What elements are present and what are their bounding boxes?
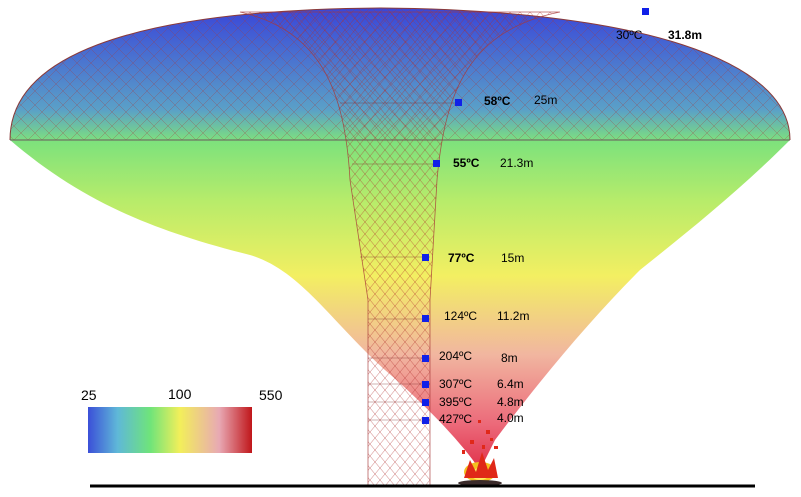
dome-outline bbox=[9, 7, 791, 141]
column-rings bbox=[340, 102, 456, 421]
temp-label: 395ºC bbox=[439, 395, 472, 409]
height-label: 4.0m bbox=[497, 411, 524, 425]
measurement-8: 427ºC 4.0m bbox=[422, 411, 524, 426]
height-label: 15m bbox=[501, 251, 524, 265]
measurement-4: 124ºC 11.2m bbox=[422, 309, 529, 323]
measurement-5: 204ºC 8m bbox=[422, 349, 518, 365]
height-label: 21.3m bbox=[500, 156, 533, 170]
measurement-1: 58ºC 25m bbox=[455, 93, 557, 108]
temp-label: 30ºC bbox=[616, 28, 643, 42]
sensor-marker bbox=[642, 8, 649, 15]
measurement-2: 55ºC 21.3m bbox=[433, 156, 533, 170]
temp-label: 124ºC bbox=[444, 309, 477, 323]
height-label: 8m bbox=[501, 351, 518, 365]
height-label: 31.8m bbox=[668, 28, 702, 42]
temperature-scale-legend: 25 100 550 bbox=[81, 386, 283, 453]
temp-label: 55ºC bbox=[453, 156, 480, 170]
sensor-marker bbox=[422, 399, 429, 406]
height-label: 6.4m bbox=[497, 377, 524, 391]
sensor-marker bbox=[422, 355, 429, 362]
scale-max-label: 550 bbox=[259, 387, 283, 403]
sensor-marker bbox=[433, 160, 440, 167]
measurement-6: 307ºC 6.4m bbox=[422, 377, 524, 391]
temp-label: 307ºC bbox=[439, 377, 472, 391]
height-label: 25m bbox=[534, 93, 557, 107]
measurement-0: 30ºC 31.8m bbox=[616, 8, 702, 42]
sensor-marker bbox=[422, 381, 429, 388]
temp-label: 427ºC bbox=[439, 412, 472, 426]
temp-label: 77ºC bbox=[448, 251, 475, 265]
measurement-3: 77ºC 15m bbox=[422, 251, 524, 265]
scale-mid-label: 100 bbox=[168, 386, 192, 402]
height-label: 11.2m bbox=[497, 309, 529, 323]
sensor-marker bbox=[422, 315, 429, 322]
measurement-7: 395ºC 4.8m bbox=[422, 395, 524, 409]
temp-label: 58ºC bbox=[484, 94, 511, 108]
scale-min-label: 25 bbox=[81, 387, 97, 403]
sensor-marker bbox=[422, 254, 429, 261]
sensor-marker bbox=[455, 99, 462, 106]
color-scale-bar bbox=[88, 407, 252, 453]
height-label: 4.8m bbox=[497, 395, 524, 409]
sensor-marker bbox=[422, 417, 429, 424]
temp-label: 204ºC bbox=[439, 349, 472, 363]
